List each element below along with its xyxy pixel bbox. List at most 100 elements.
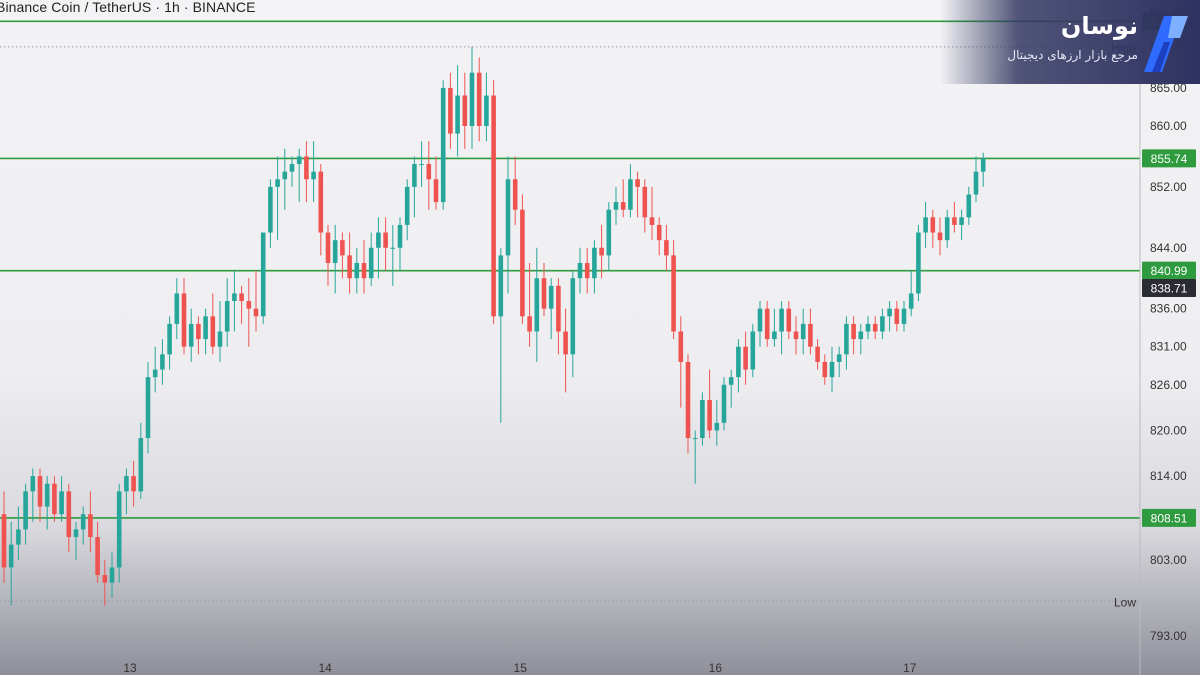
candle-body <box>23 491 28 530</box>
candle <box>282 148 288 210</box>
candle-body <box>671 255 676 332</box>
candle-body <box>469 72 475 126</box>
candle-body <box>448 87 453 134</box>
candle <box>332 224 338 294</box>
candle <box>815 339 820 370</box>
candle <box>656 217 662 256</box>
candle-body <box>685 361 691 439</box>
chart-title: Binance Coin / TetherUS · 1h · BINANCE <box>0 0 256 15</box>
level-price-tag <box>1142 508 1196 527</box>
candle-body <box>498 255 504 317</box>
candle-body <box>527 316 532 332</box>
candle-body <box>505 179 511 256</box>
candle <box>563 308 568 393</box>
candle <box>448 72 453 149</box>
current-price-tag <box>1142 279 1196 298</box>
candle <box>44 476 50 530</box>
candle-body <box>613 202 619 210</box>
candle-body <box>8 544 14 568</box>
candle-body <box>260 232 266 317</box>
candle <box>613 186 619 225</box>
candle-body <box>196 323 201 340</box>
candle <box>743 331 748 385</box>
candle-body <box>966 194 972 218</box>
candle-body <box>433 179 439 203</box>
candle-body <box>923 217 928 233</box>
candle <box>124 468 129 515</box>
candle <box>923 202 928 248</box>
x-tick-label: 14 <box>318 661 332 675</box>
candle <box>253 270 259 332</box>
candle-body <box>512 179 518 210</box>
candle <box>390 224 396 286</box>
candle-body <box>318 171 324 233</box>
candle-body <box>577 262 583 279</box>
candle-body <box>181 293 187 347</box>
brand-tagline: مرجع بازار ارزهای دیجیتال <box>1007 48 1138 62</box>
candle <box>664 224 669 271</box>
candle-body <box>887 308 892 317</box>
candle <box>872 316 878 340</box>
candle-body <box>30 476 36 492</box>
candle-body <box>844 323 849 355</box>
candle-body <box>764 308 770 340</box>
candle <box>196 316 201 355</box>
candle-body <box>426 164 432 180</box>
candle-body <box>750 331 756 370</box>
candle-body <box>534 278 540 332</box>
candle <box>52 476 57 522</box>
x-tick-label: 17 <box>903 661 917 675</box>
candle-body <box>37 476 43 507</box>
candle <box>541 262 547 317</box>
candle-body <box>757 308 763 332</box>
candle <box>404 179 410 241</box>
candle <box>296 148 302 203</box>
level-price-tag <box>1142 149 1196 168</box>
candle-body <box>419 164 424 166</box>
candle-body <box>714 422 720 431</box>
candle-body <box>455 95 460 134</box>
candle-body <box>894 308 900 324</box>
candle <box>116 483 122 583</box>
y-tick-label: 852.00 <box>1150 180 1187 194</box>
candle-body <box>88 514 93 538</box>
candle-body <box>311 171 316 180</box>
candle-body <box>829 361 835 378</box>
candle-body <box>109 567 115 583</box>
candle <box>340 232 345 279</box>
candle <box>527 262 532 347</box>
candle <box>635 171 640 218</box>
candle <box>145 361 151 454</box>
candle <box>887 301 892 332</box>
candle-body <box>822 361 828 378</box>
candle <box>599 224 604 279</box>
candle <box>217 301 223 362</box>
candle-body <box>721 384 727 423</box>
candle <box>757 301 763 347</box>
candle-body <box>606 209 612 256</box>
candle <box>152 346 158 393</box>
candle-body <box>851 323 856 340</box>
candle-body <box>268 186 273 233</box>
candle-body <box>678 331 684 362</box>
candle-body <box>908 293 914 309</box>
candle <box>649 186 655 241</box>
candle <box>916 224 921 302</box>
candle <box>462 72 468 149</box>
candle <box>30 468 36 522</box>
candle <box>376 217 381 279</box>
candle-body <box>361 262 367 279</box>
candle <box>188 308 194 362</box>
candle-body <box>188 323 194 347</box>
candle <box>361 240 367 294</box>
candle-body <box>325 232 331 263</box>
candle-body <box>707 400 712 431</box>
candle <box>779 301 784 355</box>
candle <box>260 232 266 324</box>
candle-body <box>160 354 165 370</box>
candle-body <box>793 331 799 340</box>
candle <box>203 308 208 355</box>
candle <box>577 247 583 294</box>
candle-body <box>253 308 259 317</box>
